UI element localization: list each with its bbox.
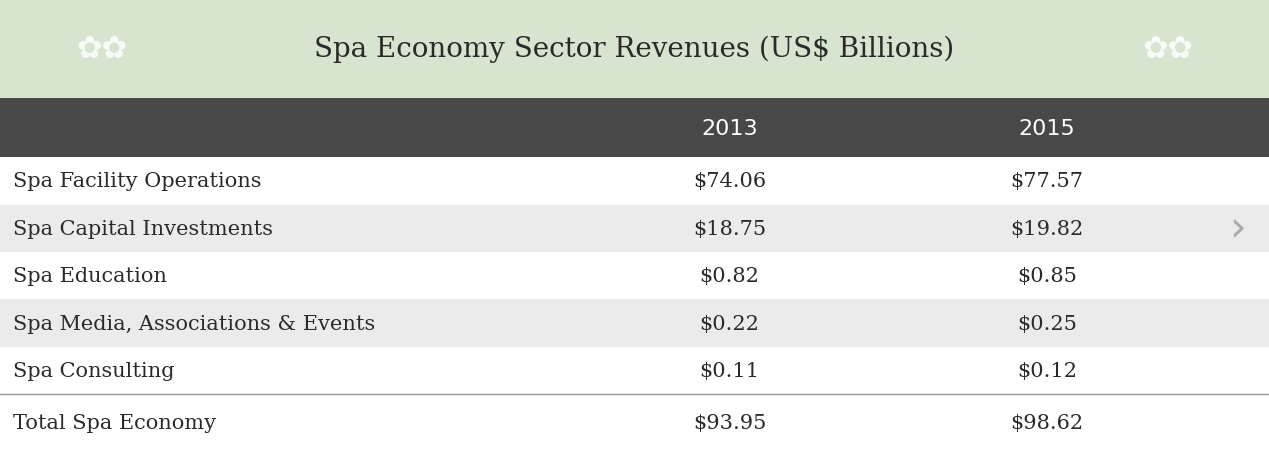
Text: $19.82: $19.82: [1010, 219, 1084, 238]
Text: Spa Capital Investments: Spa Capital Investments: [13, 219, 273, 238]
FancyBboxPatch shape: [0, 205, 1269, 253]
Text: $0.82: $0.82: [699, 267, 760, 285]
Text: Spa Consulting: Spa Consulting: [13, 361, 174, 380]
Text: $98.62: $98.62: [1010, 413, 1084, 432]
Text: ✿✿: ✿✿: [1142, 35, 1193, 64]
FancyBboxPatch shape: [0, 253, 1269, 300]
Text: $77.57: $77.57: [1010, 172, 1084, 191]
Text: Spa Education: Spa Education: [13, 267, 166, 285]
Text: Total Spa Economy: Total Spa Economy: [13, 413, 216, 432]
Text: $0.12: $0.12: [1016, 361, 1077, 380]
FancyBboxPatch shape: [0, 0, 1269, 99]
Text: $74.06: $74.06: [693, 172, 766, 191]
Text: Spa Economy Sector Revenues (US$ Billions): Spa Economy Sector Revenues (US$ Billion…: [315, 36, 954, 63]
Text: $0.22: $0.22: [699, 314, 760, 333]
Text: $18.75: $18.75: [693, 219, 766, 238]
Text: Spa Media, Associations & Events: Spa Media, Associations & Events: [13, 314, 374, 333]
Text: 2015: 2015: [1019, 119, 1075, 138]
Text: ›: ›: [1228, 208, 1246, 250]
FancyBboxPatch shape: [0, 300, 1269, 347]
FancyBboxPatch shape: [0, 99, 1269, 158]
Text: $0.25: $0.25: [1016, 314, 1077, 333]
Text: Spa Facility Operations: Spa Facility Operations: [13, 172, 261, 191]
Text: $0.85: $0.85: [1016, 267, 1077, 285]
Text: $93.95: $93.95: [693, 413, 766, 432]
Text: ✿✿: ✿✿: [76, 35, 127, 64]
FancyBboxPatch shape: [0, 347, 1269, 394]
Text: $0.11: $0.11: [699, 361, 760, 380]
FancyBboxPatch shape: [0, 394, 1269, 451]
Text: 2013: 2013: [702, 119, 758, 138]
FancyBboxPatch shape: [0, 158, 1269, 205]
